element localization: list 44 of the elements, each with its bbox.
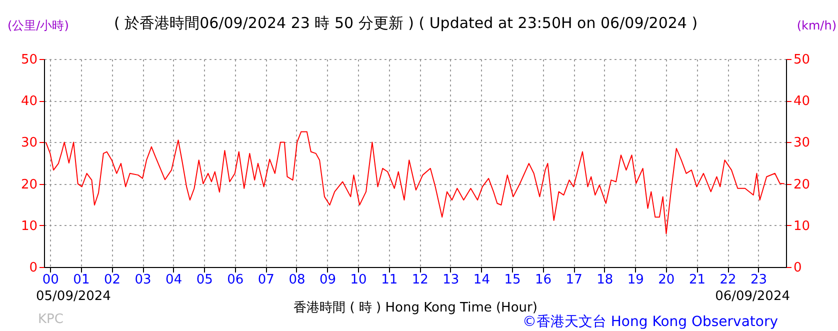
y2-tick-label: 50 [794,52,810,68]
x-tick-label: 14 [473,272,490,288]
x-tick-label: 23 [750,272,768,288]
y-axis-title: (公里/小時) [8,18,69,32]
y2-axis-title: (km/h) [796,18,836,32]
y2-tick-label: 10 [794,218,810,234]
x-tick-label: 02 [104,272,121,288]
x-tick-label: 12 [412,272,428,288]
y-tick-label: 20 [20,177,38,192]
x-tick-label: 20 [658,272,675,288]
chart-title: ( 於香港時間06/09/2024 23 時 50 分更新 ) ( Updated at 23:50H on 06/09/2024 ) [114,14,698,32]
y-tick-label: 30 [20,136,38,151]
x-tick-label: 01 [73,272,90,288]
x-tick-label: 17 [566,272,582,288]
text: 06/09/2024 [715,289,790,304]
x-tick-label: 00 [42,272,59,288]
x-tick-label: 09 [319,272,336,288]
text: 05/09/2024 [36,289,111,304]
x-tick-label: 19 [627,272,644,288]
x-tick-label: 21 [688,272,706,288]
x-tick-label: 16 [535,272,552,288]
y-tick-label: 10 [20,218,38,234]
x-tick-label: 18 [596,272,614,288]
text: ©香港天文台 Hong Kong Observatory [522,314,778,330]
x-tick-label: 04 [166,272,182,288]
x-tick-label: 15 [504,272,521,288]
x-tick-label: 11 [381,272,398,288]
y2-tick-label: 30 [794,136,810,151]
y2-tick-label: 20 [794,177,810,192]
y-tick-label: 0 [29,260,38,276]
x-tick-label: 07 [258,272,274,288]
x-tick-label: 05 [196,272,213,288]
x-tick-label: 08 [288,272,306,288]
y2-tick-label: 40 [794,94,810,110]
x-tick-label: 03 [134,272,152,288]
x-tick-label: 13 [442,272,460,288]
x-tick-label: 22 [720,272,736,288]
y2-tick-label: 0 [794,260,802,276]
y-tick-label: 40 [20,94,38,110]
x-tick-label: 10 [350,272,367,288]
y-tick-label: 50 [20,52,38,68]
x-tick-label: 06 [227,272,244,288]
text: KPC [38,312,64,327]
x-axis-title: 香港時間 ( 時 ) Hong Kong Time (Hour) [294,300,538,316]
